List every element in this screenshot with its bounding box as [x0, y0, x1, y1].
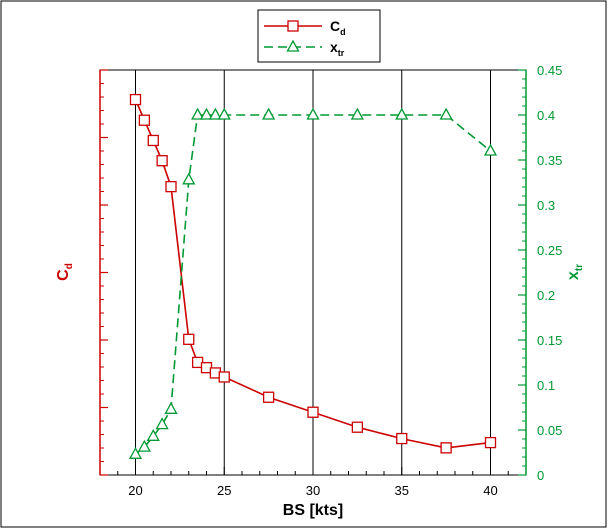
data-point-triangle — [191, 107, 205, 120]
legend-xtr-marker — [286, 39, 300, 52]
data-point-square — [138, 114, 151, 126]
right-tick-label: 0.35 — [537, 153, 562, 168]
x-tick-label: 25 — [217, 483, 231, 498]
data-point-square — [351, 421, 364, 433]
data-point-triangle — [217, 107, 231, 120]
data-point-square — [147, 134, 159, 147]
data-point-triangle — [306, 107, 320, 120]
bottom-axis: 20 25 30 35 40 — [117, 467, 509, 498]
right-tick-label: 0.2 — [537, 288, 555, 303]
data-point-triangle — [137, 439, 151, 452]
data-point-square — [307, 406, 319, 418]
data-point-triangle — [182, 172, 196, 185]
right-tick-label: 0.15 — [537, 333, 562, 348]
data-point-square — [183, 333, 195, 345]
left-axis-label-sub: d — [64, 263, 75, 269]
data-point-square — [218, 371, 230, 383]
left-axis — [99, 69, 108, 476]
data-point-triangle — [350, 107, 364, 120]
right-axis: 0 0.05 0.1 0.15 0.2 0.25 0.3 0.35 0.4 0.45 — [518, 63, 562, 483]
legend-cd-label-base: C — [330, 18, 340, 34]
x-tick-label: 20 — [128, 483, 142, 498]
left-axis-label: Cd — [55, 263, 75, 281]
legend-box — [257, 9, 381, 63]
legend-cd-marker — [287, 20, 299, 32]
series-layer — [128, 93, 498, 459]
data-point-triangle — [199, 107, 214, 120]
data-point-triangle — [483, 143, 498, 156]
data-point-triangle — [146, 428, 160, 441]
right-axis-label: xtr — [565, 264, 585, 280]
legend: Cd xtr — [257, 9, 381, 63]
right-tick-label: 0.45 — [537, 63, 562, 78]
right-tick-label: 0.3 — [537, 198, 555, 213]
data-point-triangle — [208, 107, 222, 120]
data-point-triangle — [155, 417, 169, 430]
legend-cd-label-sub: d — [340, 27, 346, 37]
data-point-square — [396, 432, 408, 445]
x-tick-label: 30 — [306, 483, 320, 498]
left-axis-label-base: C — [55, 269, 72, 281]
legend-cd-label: Cd — [330, 18, 346, 37]
data-point-square — [165, 180, 177, 193]
data-point-square — [440, 442, 452, 454]
x-tick-label: 35 — [395, 483, 409, 498]
data-point-triangle — [128, 446, 143, 459]
data-point-triangle — [164, 401, 178, 414]
data-point-triangle — [262, 107, 276, 120]
right-tick-label: 0 — [537, 468, 544, 483]
right-axis-label-base: x — [565, 271, 582, 280]
data-point-triangle — [395, 107, 409, 120]
right-tick-label: 0.25 — [537, 243, 562, 258]
legend-xtr-label: xtr — [330, 39, 345, 58]
x-tick-label: 40 — [483, 483, 497, 498]
legend-xtr-label-base: x — [330, 39, 338, 55]
right-axis-label-sub: tr — [574, 264, 585, 271]
right-tick-label: 0.05 — [537, 423, 562, 438]
x-axis-label: BS [kts] — [283, 502, 343, 519]
data-point-square — [484, 436, 497, 449]
right-tick-label: 0.4 — [537, 108, 555, 123]
data-point-triangle — [439, 107, 453, 120]
right-tick-label: 0.1 — [537, 378, 555, 393]
data-point-square — [129, 93, 142, 106]
data-point-square — [156, 155, 168, 167]
data-point-square — [262, 391, 275, 403]
legend-xtr-label-sub: tr — [338, 48, 345, 58]
series-line-1 — [134, 114, 492, 455]
